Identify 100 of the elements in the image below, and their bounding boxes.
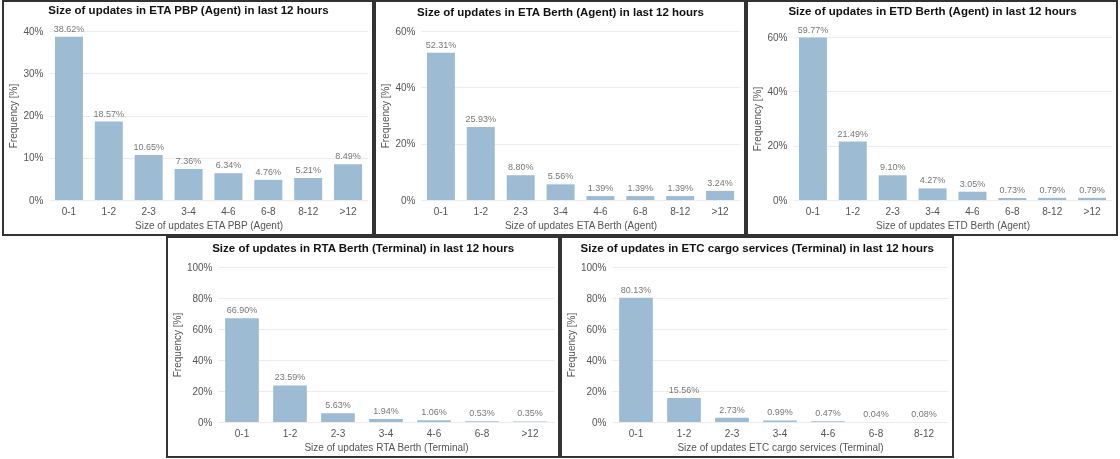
x-tick-label: 3-4 <box>378 427 394 439</box>
bar <box>254 179 283 200</box>
x-axis-title: Size of updates ETC cargo services (Terminal) <box>677 441 884 453</box>
y-tick-label: 80% <box>586 292 607 304</box>
y-axis-title: Frequency [%] <box>752 86 764 152</box>
data-label: 2.73% <box>719 404 745 415</box>
x-tick-label: 3-4 <box>553 205 569 217</box>
x-tick-label: 0-1 <box>433 205 449 217</box>
x-tick-label: 1-2 <box>101 205 117 217</box>
bar <box>273 385 307 422</box>
bar <box>294 177 323 200</box>
bar <box>798 37 827 200</box>
data-label: 1.06% <box>421 407 447 418</box>
data-label: 15.56% <box>668 384 700 395</box>
bar <box>426 52 455 200</box>
x-tick-label: 8-12 <box>1042 205 1063 217</box>
data-label: 1.39% <box>667 183 693 194</box>
x-tick-label: 1-2 <box>676 427 692 439</box>
y-tick-label: 100% <box>580 261 607 273</box>
x-tick-label: 6-8 <box>261 205 276 217</box>
data-label: 8.49% <box>335 151 361 162</box>
bar <box>1078 197 1107 200</box>
bar <box>214 173 243 200</box>
data-label: 9.10% <box>879 162 906 173</box>
bar <box>466 126 495 200</box>
y-tick-label: 20% <box>395 138 416 150</box>
x-tick-label: 6-8 <box>474 427 490 439</box>
x-tick-label: >12 <box>711 205 729 217</box>
x-tick-label: 1-2 <box>473 205 489 217</box>
data-label: 1.39% <box>587 183 614 194</box>
x-tick-label: 4-6 <box>965 205 981 217</box>
bar <box>667 397 701 422</box>
bar <box>878 175 907 200</box>
x-tick-label: >12 <box>1083 205 1101 217</box>
data-label: 21.49% <box>837 128 869 139</box>
x-tick-label: 2-3 <box>885 205 901 217</box>
x-tick-label: 0-1 <box>805 205 821 217</box>
chart-title: Size of updates in ETC cargo services (Terminal) in last 12 hours <box>580 241 934 254</box>
y-tick-label: 40% <box>767 85 788 97</box>
x-tick-label: >12 <box>339 205 357 217</box>
data-label: 0.08% <box>911 408 937 419</box>
data-label: 0.53% <box>469 408 495 419</box>
data-label: 59.77% <box>797 24 829 35</box>
x-tick-label: 8-12 <box>298 205 319 217</box>
y-tick-label: 60% <box>192 323 213 335</box>
y-tick-label: 0% <box>198 416 213 428</box>
data-label: 5.21% <box>295 164 321 175</box>
x-tick-label: 0-1 <box>628 427 644 439</box>
y-tick-label: 40% <box>395 81 416 93</box>
data-label: 38.62% <box>53 23 85 34</box>
bar <box>918 188 947 200</box>
bar <box>715 417 749 422</box>
x-tick-label: 2-3 <box>513 205 529 217</box>
x-tick-label: 2-3 <box>141 205 157 217</box>
y-tick-label: 60% <box>586 323 607 335</box>
y-tick-label: 30% <box>23 67 44 79</box>
x-tick-label: 2-3 <box>724 427 740 439</box>
y-tick-label: 0% <box>592 416 607 428</box>
data-label: 25.93% <box>465 113 497 124</box>
bar <box>958 191 987 200</box>
bar <box>838 141 867 200</box>
y-tick-label: 20% <box>586 385 607 397</box>
data-label: 5.63% <box>325 400 351 411</box>
chart-title: Size of updates in RTA Berth (Terminal) in last 12 hours <box>212 241 515 254</box>
bar <box>546 184 575 200</box>
y-tick-label: 60% <box>395 25 416 37</box>
bar <box>54 36 83 200</box>
data-label: 0.73% <box>999 185 1026 196</box>
y-axis-title: Frequency [%] <box>380 83 392 149</box>
x-axis-title: Size of updates ETD Berth (Agent) <box>876 219 1030 231</box>
y-tick-label: 10% <box>23 152 44 164</box>
y-tick-label: 20% <box>767 140 788 152</box>
x-tick-label: 8-12 <box>913 427 935 439</box>
x-tick-label: 2-3 <box>330 427 346 439</box>
x-tick-label: 4-6 <box>426 427 442 439</box>
y-tick-label: 80% <box>192 292 213 304</box>
x-axis-title: Size of updates RTA Berth (Terminal) <box>304 441 469 453</box>
y-tick-label: 20% <box>23 110 44 121</box>
x-tick-label: 6-8 <box>868 427 884 439</box>
data-label: 5.56% <box>547 171 574 182</box>
data-label: 0.35% <box>517 408 543 419</box>
y-tick-label: 100% <box>186 261 213 273</box>
y-tick-label: 40% <box>192 354 213 366</box>
x-tick-label: 3-4 <box>181 205 197 217</box>
x-tick-label: 4-6 <box>593 205 609 217</box>
data-label: 1.39% <box>627 183 654 194</box>
x-tick-label: 0-1 <box>61 205 77 217</box>
bar <box>619 297 653 422</box>
data-label: 52.31% <box>425 39 457 50</box>
bar <box>586 196 615 200</box>
bar <box>369 418 403 422</box>
data-label: 18.57% <box>93 108 125 119</box>
y-tick-label: 40% <box>586 354 607 366</box>
y-tick-label: 0% <box>773 194 788 206</box>
bar <box>321 413 355 422</box>
bar <box>706 190 735 200</box>
x-axis-title: Size of updates ETA Berth (Agent) <box>504 219 658 231</box>
bar <box>94 121 123 200</box>
bar <box>626 196 655 200</box>
x-tick-label: >12 <box>521 427 539 439</box>
